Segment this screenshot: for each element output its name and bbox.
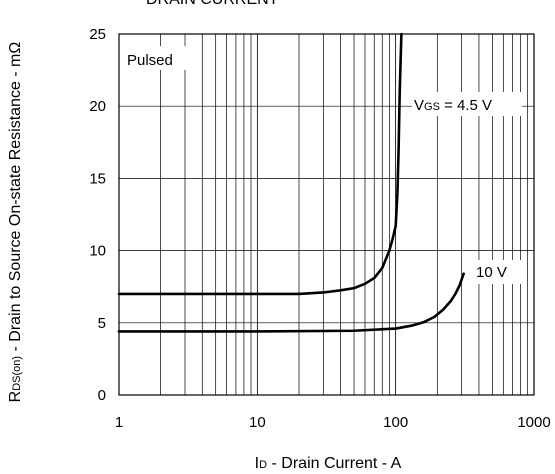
tick-labels: 1 10 100 1000 0 5 10 15 20 25 [89, 26, 550, 431]
vgs-label-bg [412, 92, 522, 116]
x-tick-label: 1000 [517, 414, 550, 431]
vgs-label: VGS = 4.5 V [414, 97, 492, 114]
x-axis-label-rest: - Drain Current - A [267, 455, 402, 472]
series-line-2 [117, 272, 465, 333]
x-tick-label: 100 [383, 414, 408, 431]
x-axis-label: ID - Drain Current - A [255, 455, 402, 472]
y-axis-label-symbol: R [7, 391, 24, 403]
y-tick-label: 25 [89, 26, 106, 43]
pulsed-label: Pulsed [127, 52, 173, 69]
pulsed-label-bg [122, 46, 194, 70]
vgs-label-symbol: V [414, 97, 424, 114]
x-tick-label: 1 [115, 414, 123, 431]
series-line-1 [117, 32, 403, 296]
y-tick-label: 10 [89, 243, 106, 260]
vgs-label-sub: GS [424, 101, 440, 113]
series-lines [117, 32, 465, 333]
x-tick-label: 10 [249, 414, 266, 431]
y-tick-label: 15 [89, 170, 106, 187]
vgs-label-value: = 4.5 V [440, 97, 492, 114]
plot-area-frame [118, 33, 535, 396]
ten-v-label: 10 V [476, 264, 507, 281]
x-axis-label-sub: D [259, 459, 267, 471]
chart-title: DRAIN CURRENT [146, 0, 279, 8]
ten-v-label-bg [472, 260, 522, 284]
y-tick-label: 5 [98, 315, 106, 332]
x-axis-label-symbol: I [255, 455, 259, 472]
y-tick-label: 20 [89, 98, 106, 115]
y-tick-label: 0 [98, 387, 106, 404]
y-axis-label: RDS(on) - Drain to Source On-state Resis… [7, 42, 24, 403]
y-axis-label-sub: DS(on) [11, 356, 23, 391]
grid [118, 33, 535, 396]
y-axis-label-rest: - Drain to Source On-state Resistance - … [7, 42, 24, 356]
